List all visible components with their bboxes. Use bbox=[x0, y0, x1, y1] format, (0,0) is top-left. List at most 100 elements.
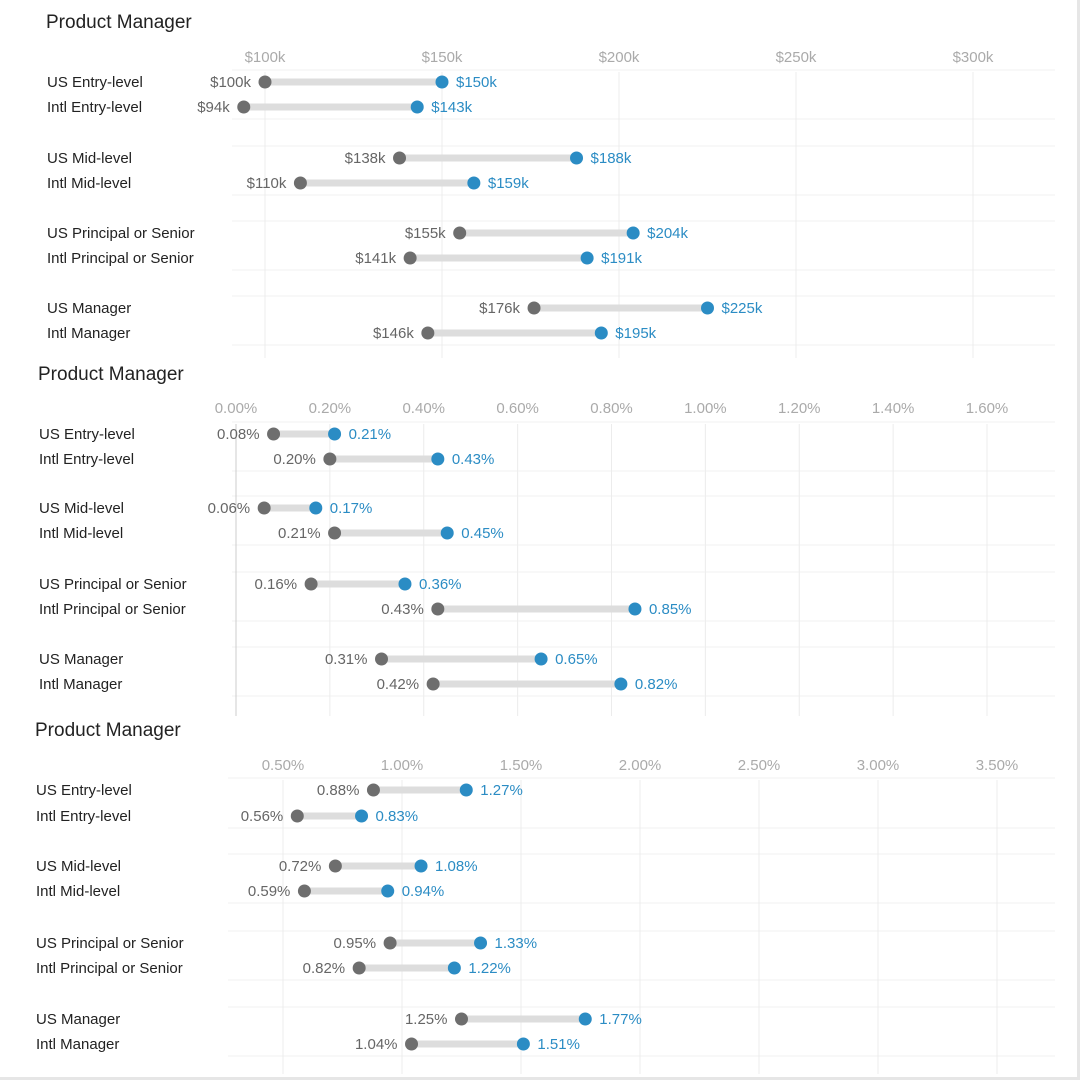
x-tick-label: 2.50% bbox=[738, 757, 781, 774]
high-value-label: 0.83% bbox=[376, 808, 419, 825]
low-value-label: $155k bbox=[405, 225, 446, 242]
low-point bbox=[328, 859, 342, 873]
chart-title: Product Manager bbox=[46, 12, 192, 33]
low-value-label: $176k bbox=[479, 300, 520, 317]
low-point bbox=[455, 1012, 468, 1026]
high-point bbox=[594, 326, 608, 340]
high-point bbox=[398, 577, 412, 591]
low-point bbox=[426, 677, 440, 691]
low-point bbox=[403, 251, 417, 265]
x-tick-label: 0.80% bbox=[590, 400, 633, 417]
row-label: Intl Manager bbox=[36, 1036, 119, 1053]
low-point bbox=[393, 151, 407, 165]
chart-svg: $100k $150k $200k $250k $300k US Entry-level $… bbox=[47, 49, 1055, 358]
high-value-label: $204k bbox=[647, 225, 688, 242]
row-label: US Manager bbox=[36, 1011, 120, 1028]
high-point bbox=[701, 301, 714, 315]
x-tick-label: 1.60% bbox=[966, 400, 1009, 417]
high-value-label: 1.77% bbox=[599, 1011, 642, 1028]
chart-title: Product Manager bbox=[35, 720, 181, 741]
row-label: Intl Entry-level bbox=[47, 99, 142, 116]
high-value-label: $159k bbox=[488, 175, 529, 192]
low-point bbox=[527, 301, 541, 315]
x-tick-label: 1.40% bbox=[872, 400, 915, 417]
low-point bbox=[328, 526, 342, 540]
low-value-label: 0.72% bbox=[279, 858, 322, 875]
high-value-label: $188k bbox=[591, 150, 632, 167]
row-label: Intl Mid-level bbox=[39, 525, 123, 542]
frame-edge-bottom bbox=[0, 1077, 1080, 1080]
low-point bbox=[366, 783, 380, 797]
row-label: US Manager bbox=[39, 651, 123, 668]
high-value-label: $195k bbox=[615, 325, 656, 342]
x-tick-label: $100k bbox=[245, 49, 286, 66]
high-value-label: 1.22% bbox=[468, 960, 511, 977]
high-point bbox=[570, 151, 584, 165]
low-point bbox=[237, 100, 251, 114]
row-label: US Mid-level bbox=[39, 500, 124, 517]
low-value-label: 0.88% bbox=[317, 782, 360, 799]
row-label: US Mid-level bbox=[47, 150, 132, 167]
high-value-label: 0.94% bbox=[402, 883, 445, 900]
chart-panel-salary: Product Manager $100k $150k $200k $250k $300… bbox=[0, 0, 1080, 362]
chart-title: Product Manager bbox=[38, 364, 184, 385]
high-point bbox=[534, 652, 548, 666]
low-value-label: 0.43% bbox=[381, 601, 424, 618]
high-point bbox=[626, 226, 640, 240]
high-value-label: 1.27% bbox=[480, 782, 523, 799]
row-label: Intl Manager bbox=[47, 325, 130, 342]
row-label: Intl Entry-level bbox=[39, 451, 134, 468]
low-point bbox=[453, 226, 467, 240]
row-label: US Entry-level bbox=[47, 74, 143, 91]
low-value-label: 0.56% bbox=[241, 808, 284, 825]
low-point bbox=[352, 961, 366, 975]
low-value-label: 0.08% bbox=[217, 426, 260, 443]
high-value-label: 1.08% bbox=[435, 858, 478, 875]
x-tick-label: 1.00% bbox=[381, 757, 424, 774]
high-point bbox=[414, 859, 428, 873]
x-tick-label: 1.00% bbox=[684, 400, 727, 417]
x-tick-label: 3.50% bbox=[976, 757, 1019, 774]
low-value-label: $141k bbox=[355, 250, 396, 267]
high-value-label: 0.85% bbox=[649, 601, 692, 618]
high-point bbox=[614, 677, 628, 691]
high-value-label: $225k bbox=[722, 300, 763, 317]
low-point bbox=[323, 452, 337, 466]
low-point bbox=[257, 501, 271, 515]
row-label: Intl Manager bbox=[39, 676, 122, 693]
chart-panel-rate-b: Product Manager 0.50% 1.00% 1.50% 2.00% 2.50… bbox=[0, 718, 1080, 1080]
row-label: Intl Mid-level bbox=[47, 175, 131, 192]
x-tick-label: 0.50% bbox=[262, 757, 305, 774]
low-point bbox=[405, 1037, 419, 1051]
high-value-label: 1.33% bbox=[495, 935, 538, 952]
high-point bbox=[516, 1037, 530, 1051]
x-tick-label: 2.00% bbox=[619, 757, 662, 774]
x-tick-label: $150k bbox=[422, 49, 463, 66]
high-value-label: 0.36% bbox=[419, 576, 462, 593]
low-point bbox=[431, 602, 445, 616]
low-value-label: 0.59% bbox=[248, 883, 291, 900]
frame-edge-right bbox=[1077, 0, 1080, 1080]
high-value-label: $150k bbox=[456, 74, 497, 91]
low-value-label: 0.16% bbox=[255, 576, 298, 593]
low-point bbox=[304, 577, 318, 591]
high-point bbox=[580, 251, 594, 265]
low-point bbox=[421, 326, 435, 340]
low-point bbox=[383, 936, 397, 950]
low-value-label: 0.21% bbox=[278, 525, 321, 542]
x-tick-label: 1.50% bbox=[500, 757, 543, 774]
high-value-label: 1.51% bbox=[537, 1036, 580, 1053]
high-value-label: $143k bbox=[431, 99, 472, 116]
x-tick-label: 0.60% bbox=[496, 400, 539, 417]
x-tick-label: $200k bbox=[599, 49, 640, 66]
high-point bbox=[459, 783, 473, 797]
row-label: US Manager bbox=[47, 300, 131, 317]
row-label: Intl Mid-level bbox=[36, 883, 120, 900]
low-value-label: 1.25% bbox=[405, 1011, 448, 1028]
high-point bbox=[467, 176, 481, 190]
low-value-label: 0.82% bbox=[303, 960, 346, 977]
x-tick-label: 0.20% bbox=[309, 400, 352, 417]
high-value-label: 0.43% bbox=[452, 451, 495, 468]
low-point bbox=[297, 884, 311, 898]
high-point bbox=[474, 936, 488, 950]
